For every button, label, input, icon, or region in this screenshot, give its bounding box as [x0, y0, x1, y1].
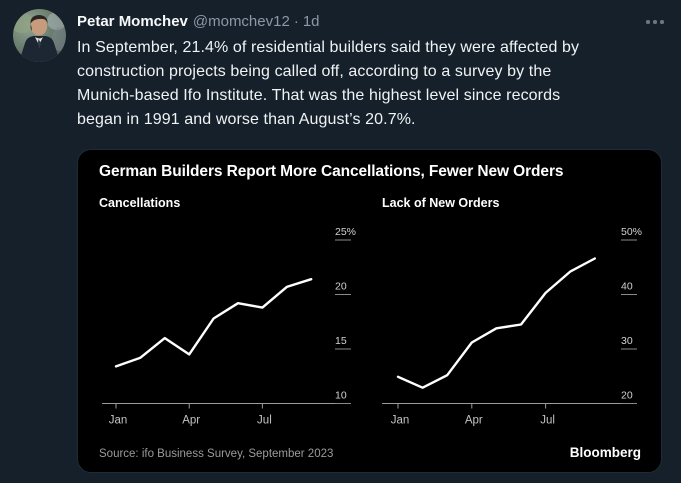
lack-of-new-orders-chart-subtitle: Lack of New Orders — [382, 196, 500, 210]
tweet: Petar Momchev @momchev12 · 1d In September… — [13, 9, 667, 473]
avatar[interactable] — [13, 9, 66, 62]
meta-separator: · — [293, 13, 299, 30]
timestamp[interactable]: 1d — [302, 13, 320, 30]
svg-text:20: 20 — [335, 281, 347, 293]
svg-text:10: 10 — [335, 390, 347, 402]
svg-text:30: 30 — [621, 335, 633, 347]
svg-text:Jul: Jul — [257, 415, 272, 427]
tweet-header: Petar Momchev @momchev12 · 1d — [77, 9, 667, 31]
cancellations-chart-pane: Cancellations Jan Apr Jul 25% 20 15 10 — [99, 196, 382, 436]
more-options-icon[interactable] — [645, 15, 665, 29]
tweet-meta: @momchev12 · 1d — [193, 12, 320, 31]
avatar-column — [13, 9, 66, 473]
svg-text:Apr: Apr — [182, 415, 200, 427]
cancellations-chart-subtitle: Cancellations — [99, 196, 181, 210]
svg-text:Jan: Jan — [391, 415, 410, 427]
svg-text:Apr: Apr — [465, 415, 483, 427]
svg-text:40: 40 — [621, 281, 633, 293]
tweet-text-line: construction projects being called off, … — [77, 63, 552, 80]
lack-of-new-orders-chart-pane: Lack of New Orders Jan Apr Jul 50% 40 30 20 — [382, 196, 642, 436]
svg-text:Jul: Jul — [540, 415, 555, 427]
svg-text:25%: 25% — [335, 226, 356, 238]
svg-text:50%: 50% — [621, 226, 642, 238]
display-name[interactable]: Petar Momchev — [77, 13, 188, 30]
user-handle[interactable]: @momchev12 — [192, 13, 290, 30]
cancellations-chart: Jan Apr Jul 25% 20 15 10 — [102, 226, 356, 427]
svg-text:Jan: Jan — [109, 415, 128, 427]
tweet-text-line: Munich-based Ifo Institute. That was the… — [77, 87, 561, 104]
avatar-image — [13, 9, 66, 62]
bloomberg-logo: Bloomberg — [569, 445, 641, 460]
chart-source: Source: ifo Business Survey, September 2… — [99, 448, 334, 460]
chart-card[interactable]: German Builders Report More Cancellation… — [77, 149, 662, 473]
chart-title: German Builders Report More Cancellation… — [99, 163, 564, 180]
charts-row: Cancellations Jan Apr Jul 25% 20 15 10 Lack of… — [99, 196, 642, 436]
svg-text:15: 15 — [335, 335, 347, 347]
tweet-text-line: began in 1991 and worse than August’s 20… — [77, 111, 416, 128]
tweet-text: In September, 21.4% of residential build… — [77, 36, 667, 132]
chart-footer: Source: ifo Business Survey, September 2… — [99, 445, 641, 460]
tweet-text-line: In September, 21.4% of residential build… — [77, 39, 580, 56]
svg-text:20: 20 — [621, 390, 633, 402]
tweet-content: Petar Momchev @momchev12 · 1d In September… — [77, 9, 667, 473]
lack-of-new-orders-chart: Jan Apr Jul 50% 40 30 20 — [382, 226, 642, 427]
